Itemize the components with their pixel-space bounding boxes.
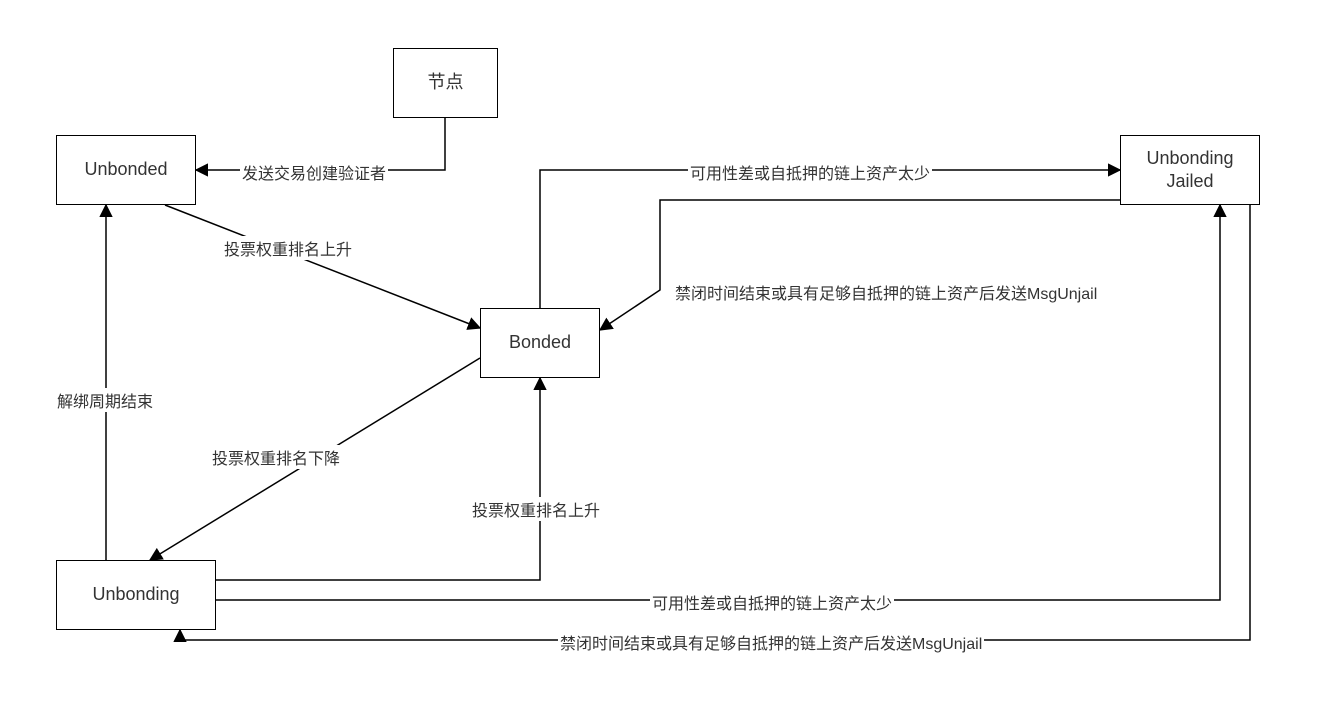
edge-label-e5: 可用性差或自抵押的链上资产太少 [688,160,932,184]
edge-label-e1: 发送交易创建验证者 [240,160,388,184]
edge-e7 [216,378,540,580]
edge-label-e4: 解绑周期结束 [55,388,155,412]
edge-label-e2: 投票权重排名上升 [222,236,354,260]
node-bonded: Bonded [480,308,600,378]
node-unbonded: Unbonded [56,135,196,205]
edge-label-e3: 投票权重排名下降 [210,445,342,469]
edge-label-e9: 禁闭时间结束或具有足够自抵押的链上资产后发送MsgUnjail [558,630,984,654]
edge-label-e6: 禁闭时间结束或具有足够自抵押的链上资产后发送MsgUnjail [673,280,1099,304]
edge-label-e7: 投票权重排名上升 [470,497,602,521]
edge-e9 [180,205,1250,640]
edge-label-e8: 可用性差或自抵押的链上资产太少 [650,590,894,614]
edge-e6 [600,200,1120,330]
node-start: 节点 [393,48,498,118]
node-unbondingJailed: UnbondingJailed [1120,135,1260,205]
edge-e2 [165,205,480,328]
node-unbonding: Unbonding [56,560,216,630]
edge-e8 [216,205,1220,600]
